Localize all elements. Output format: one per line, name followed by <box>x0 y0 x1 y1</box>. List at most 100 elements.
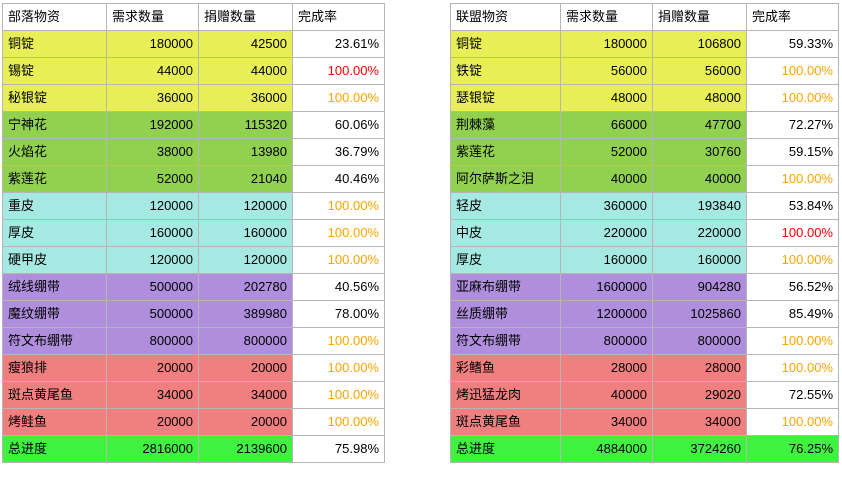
required-cell: 20000 <box>107 409 199 436</box>
item-name-cell: 彩鳍鱼 <box>451 355 561 382</box>
table-row: 铜锭 180000 42500 23.61% <box>3 31 385 58</box>
donated-cell: 160000 <box>199 220 293 247</box>
donated-cell: 160000 <box>653 247 747 274</box>
table-row: 秘银锭 36000 36000 100.00% <box>3 85 385 112</box>
required-cell: 800000 <box>561 328 653 355</box>
item-name-cell: 铁锭 <box>451 58 561 85</box>
required-cell: 120000 <box>107 193 199 220</box>
item-name-cell: 魔纹绷带 <box>3 301 107 328</box>
donated-cell: 48000 <box>653 85 747 112</box>
table-row: 总进度 4884000 3724260 76.25% <box>451 436 839 463</box>
donated-cell: 40000 <box>653 166 747 193</box>
rate-cell: 53.84% <box>747 193 839 220</box>
donated-cell: 800000 <box>653 328 747 355</box>
required-cell: 40000 <box>561 382 653 409</box>
item-name-cell: 符文布绷带 <box>3 328 107 355</box>
item-name-cell: 硬甲皮 <box>3 247 107 274</box>
rate-cell: 100.00% <box>293 355 385 382</box>
item-name-cell: 瑟银锭 <box>451 85 561 112</box>
table-row: 紫莲花 52000 30760 59.15% <box>451 139 839 166</box>
required-cell: 1600000 <box>561 274 653 301</box>
horde-supplies-table: 部落物资 需求数量 捐赠数量 完成率 铜锭 180000 42500 23.61% 锡锭 4400… <box>2 3 385 463</box>
rate-cell: 100.00% <box>747 409 839 436</box>
rate-cell: 100.00% <box>747 355 839 382</box>
item-name-cell: 绒线绷带 <box>3 274 107 301</box>
item-name-cell: 火焰花 <box>3 139 107 166</box>
rate-cell: 100.00% <box>293 328 385 355</box>
table-row: 烤鲑鱼 20000 20000 100.00% <box>3 409 385 436</box>
rate-cell: 59.33% <box>747 31 839 58</box>
table-row: 轻皮 360000 193840 53.84% <box>451 193 839 220</box>
table-row: 魔纹绷带 500000 389980 78.00% <box>3 301 385 328</box>
table-row: 瑟银锭 48000 48000 100.00% <box>451 85 839 112</box>
rate-cell: 100.00% <box>747 220 839 247</box>
rate-cell: 59.15% <box>747 139 839 166</box>
table-row: 宁神花 192000 115320 60.06% <box>3 112 385 139</box>
item-name-cell: 亚麻布绷带 <box>451 274 561 301</box>
rate-cell: 100.00% <box>293 85 385 112</box>
rate-cell: 100.00% <box>747 328 839 355</box>
table-row: 总进度 2816000 2139600 75.98% <box>3 436 385 463</box>
rate-cell: 100.00% <box>747 85 839 112</box>
required-cell: 2816000 <box>107 436 199 463</box>
required-cell: 34000 <box>107 382 199 409</box>
table-row: 铜锭 180000 106800 59.33% <box>451 31 839 58</box>
table-row: 丝质绷带 1200000 1025860 85.49% <box>451 301 839 328</box>
rate-cell: 60.06% <box>293 112 385 139</box>
required-cell: 40000 <box>561 166 653 193</box>
item-name-cell: 秘银锭 <box>3 85 107 112</box>
rate-cell: 78.00% <box>293 301 385 328</box>
rate-cell: 100.00% <box>747 58 839 85</box>
item-name-cell: 厚皮 <box>451 247 561 274</box>
required-cell: 180000 <box>561 31 653 58</box>
required-cell: 500000 <box>107 274 199 301</box>
table-row: 阿尔萨斯之泪 40000 40000 100.00% <box>451 166 839 193</box>
donated-cell: 120000 <box>199 247 293 274</box>
required-cell: 160000 <box>561 247 653 274</box>
item-name-cell: 烤鲑鱼 <box>3 409 107 436</box>
required-cell: 38000 <box>107 139 199 166</box>
table-row: 中皮 220000 220000 100.00% <box>451 220 839 247</box>
column-header: 捐赠数量 <box>653 4 747 31</box>
required-cell: 56000 <box>561 58 653 85</box>
donated-cell: 389980 <box>199 301 293 328</box>
table-row: 荆棘藻 66000 47700 72.27% <box>451 112 839 139</box>
table-row: 符文布绷带 800000 800000 100.00% <box>3 328 385 355</box>
required-cell: 180000 <box>107 31 199 58</box>
required-cell: 160000 <box>107 220 199 247</box>
donated-cell: 904280 <box>653 274 747 301</box>
item-name-cell: 总进度 <box>451 436 561 463</box>
donated-cell: 3724260 <box>653 436 747 463</box>
required-cell: 120000 <box>107 247 199 274</box>
alliance-supplies-table: 联盟物资 需求数量 捐赠数量 完成率 铜锭 180000 106800 59.33% 铁锭 560… <box>450 3 839 463</box>
rate-cell: 40.46% <box>293 166 385 193</box>
donated-cell: 21040 <box>199 166 293 193</box>
donated-cell: 800000 <box>199 328 293 355</box>
required-cell: 34000 <box>561 409 653 436</box>
item-name-cell: 荆棘藻 <box>451 112 561 139</box>
donated-cell: 20000 <box>199 409 293 436</box>
required-cell: 192000 <box>107 112 199 139</box>
table-row: 斑点黄尾鱼 34000 34000 100.00% <box>3 382 385 409</box>
rate-cell: 85.49% <box>747 301 839 328</box>
donated-cell: 36000 <box>199 85 293 112</box>
item-name-cell: 宁神花 <box>3 112 107 139</box>
table-row: 亚麻布绷带 1600000 904280 56.52% <box>451 274 839 301</box>
item-name-cell: 斑点黄尾鱼 <box>451 409 561 436</box>
table-row: 铁锭 56000 56000 100.00% <box>451 58 839 85</box>
table-header-row: 部落物资 需求数量 捐赠数量 完成率 <box>3 4 385 31</box>
donated-cell: 13980 <box>199 139 293 166</box>
required-cell: 4884000 <box>561 436 653 463</box>
required-cell: 360000 <box>561 193 653 220</box>
required-cell: 36000 <box>107 85 199 112</box>
item-name-cell: 丝质绷带 <box>451 301 561 328</box>
donated-cell: 34000 <box>199 382 293 409</box>
item-name-cell: 铜锭 <box>451 31 561 58</box>
required-cell: 20000 <box>107 355 199 382</box>
table-row: 厚皮 160000 160000 100.00% <box>3 220 385 247</box>
donated-cell: 106800 <box>653 31 747 58</box>
required-cell: 44000 <box>107 58 199 85</box>
item-name-cell: 铜锭 <box>3 31 107 58</box>
rate-cell: 36.79% <box>293 139 385 166</box>
column-header: 需求数量 <box>561 4 653 31</box>
